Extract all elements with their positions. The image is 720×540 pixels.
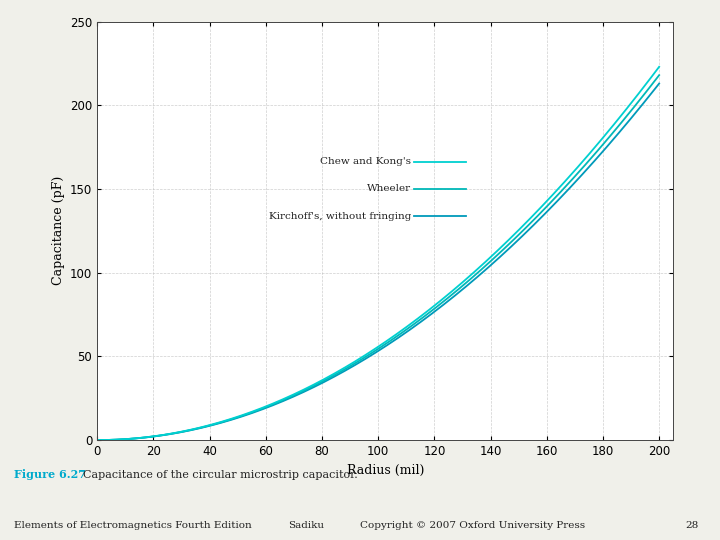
Text: Chew and Kong's: Chew and Kong's: [320, 157, 411, 166]
Text: 28: 28: [685, 521, 698, 530]
Text: Copyright © 2007 Oxford University Press: Copyright © 2007 Oxford University Press: [360, 521, 585, 530]
Text: Kirchoff's, without fringing: Kirchoff's, without fringing: [269, 212, 411, 221]
Y-axis label: Capacitance (pF): Capacitance (pF): [52, 176, 65, 286]
Text: Wheeler: Wheeler: [367, 185, 411, 193]
Text: Elements of Electromagnetics Fourth Edition: Elements of Electromagnetics Fourth Edit…: [14, 521, 252, 530]
Text: Capacitance of the circular microstrip capacitor.: Capacitance of the circular microstrip c…: [76, 470, 357, 480]
Text: Figure 6.27: Figure 6.27: [14, 469, 86, 480]
X-axis label: Radius (mil): Radius (mil): [346, 463, 424, 476]
Text: Sadiku: Sadiku: [288, 521, 324, 530]
